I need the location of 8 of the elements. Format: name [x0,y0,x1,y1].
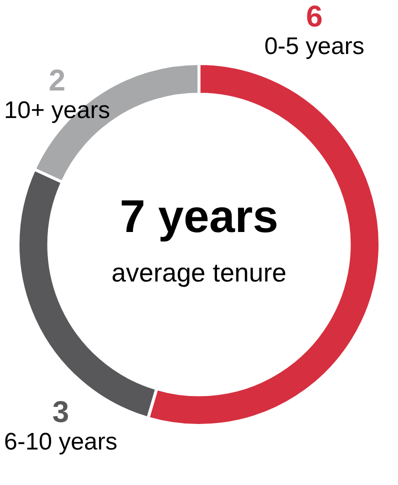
slice-label: 6-10 years [4,428,118,456]
data-label: 6 [306,0,323,34]
data-label: 3 [52,396,70,429]
text: 7 years [120,190,278,242]
slice-label: 0-5 years [264,32,364,60]
slice-label: 10+ years [4,97,110,124]
data-label: 2 [48,64,66,98]
text: average tenure [112,258,286,288]
